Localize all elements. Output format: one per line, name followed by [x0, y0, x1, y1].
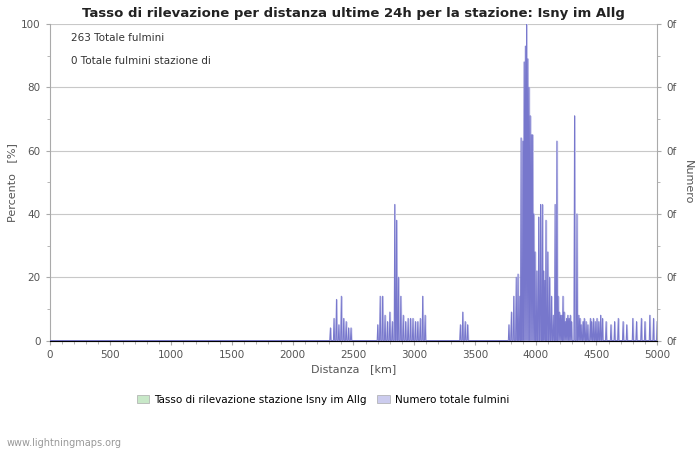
- Y-axis label: Percento   [%]: Percento [%]: [7, 143, 17, 222]
- Text: 0 Totale fulmini stazione di: 0 Totale fulmini stazione di: [71, 55, 211, 66]
- X-axis label: Distanza   [km]: Distanza [km]: [311, 364, 396, 374]
- Legend: Tasso di rilevazione stazione Isny im Allg, Numero totale fulmini: Tasso di rilevazione stazione Isny im Al…: [136, 395, 510, 405]
- Y-axis label: Numero: Numero: [683, 160, 693, 204]
- Text: www.lightningmaps.org: www.lightningmaps.org: [7, 438, 122, 448]
- Title: Tasso di rilevazione per distanza ultime 24h per la stazione: Isny im Allg: Tasso di rilevazione per distanza ultime…: [82, 7, 625, 20]
- Text: 263 Totale fulmini: 263 Totale fulmini: [71, 33, 164, 43]
